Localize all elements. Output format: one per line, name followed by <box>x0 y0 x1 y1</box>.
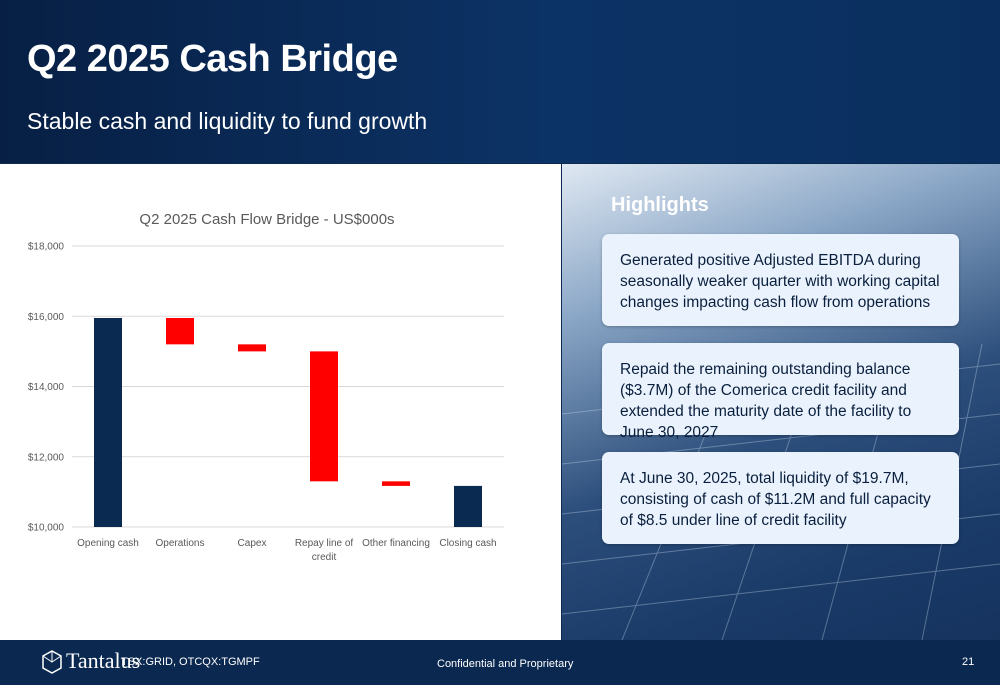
y-tick-label: $16,000 <box>28 312 65 323</box>
cash-bridge-chart: Q2 2025 Cash Flow Bridge - US$000s $10,0… <box>28 211 504 563</box>
bar-opening-cash <box>94 318 122 527</box>
x-tick-label: Capex <box>238 538 267 549</box>
highlight-text: At June 30, 2025, total liquidity of $19… <box>620 470 931 529</box>
highlights-title: Highlights <box>611 194 709 216</box>
y-axis-ticks: $10,000 $12,000 $14,000 $16,000 $18,000 <box>28 242 65 534</box>
y-tick-label: $14,000 <box>28 382 65 393</box>
footer: Tantalus TSX:GRID, OTCQX:TGMPF Confident… <box>0 640 1000 685</box>
y-tick-label: $10,000 <box>28 523 65 534</box>
highlight-text: Repaid the remaining outstanding balance… <box>620 361 912 441</box>
bar-closing-cash <box>454 485 482 527</box>
highlight-card: At June 30, 2025, total liquidity of $19… <box>602 452 959 544</box>
header-banner: Q2 2025 Cash Bridge Stable cash and liqu… <box>0 0 1000 163</box>
chart-title: Q2 2025 Cash Flow Bridge - US$000s <box>139 211 394 228</box>
x-tick-label: Closing cash <box>439 538 496 549</box>
bar-capex <box>238 344 266 352</box>
bar-other-financing <box>382 481 410 486</box>
page-number: 21 <box>962 656 975 668</box>
x-tick-label: Opening cash <box>77 538 139 549</box>
bar-operations <box>166 318 194 345</box>
x-axis-labels: Opening cash Operations Capex Repay line of… <box>77 538 496 563</box>
highlight-card: Repaid the remaining outstanding balance… <box>602 343 959 441</box>
tantalus-logo-icon <box>42 650 62 674</box>
highlights-panel: Highlights Generated positive Adjusted E… <box>562 164 1000 640</box>
brand-name: Tantalus <box>66 648 141 673</box>
x-tick-label: Operations <box>156 538 205 549</box>
x-tick-label: credit <box>312 552 337 563</box>
bar-repay-line-of-credit <box>310 351 338 482</box>
chart-panel: Q2 2025 Cash Flow Bridge - US$000s $10,0… <box>0 164 561 640</box>
bars <box>94 318 482 527</box>
page-title: Q2 2025 Cash Bridge <box>27 38 398 80</box>
y-tick-label: $12,000 <box>28 452 65 463</box>
confidential-label: Confidential and Proprietary <box>437 658 574 670</box>
y-tick-label: $18,000 <box>28 242 65 253</box>
ticker-symbols: TSX:GRID, OTCQX:TGMPF <box>121 656 260 668</box>
gridlines <box>72 245 504 528</box>
highlight-text: Generated positive Adjusted EBITDA durin… <box>620 252 940 311</box>
page-subtitle: Stable cash and liquidity to fund growth <box>27 108 428 134</box>
x-tick-label: Repay line of <box>295 538 354 549</box>
x-tick-label: Other financing <box>362 538 430 549</box>
highlight-card: Generated positive Adjusted EBITDA durin… <box>602 234 959 326</box>
